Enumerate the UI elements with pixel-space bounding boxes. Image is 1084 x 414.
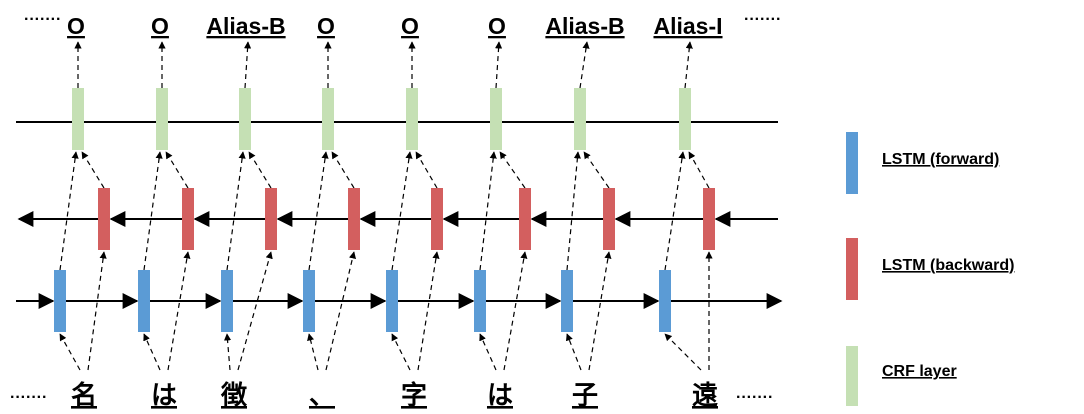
legend: LSTM (forward) LSTM (backward) CRF layer xyxy=(846,132,1014,406)
crf-node-4 xyxy=(406,88,418,150)
output-tag-6: Alias-B xyxy=(545,13,624,39)
input-token-7: 遠 xyxy=(692,381,718,411)
edge-forward-crf-1 xyxy=(143,151,163,271)
edge-backward-crf-1 xyxy=(165,151,189,189)
legend-swatch-forward xyxy=(846,132,858,194)
edge-input-backward-4 xyxy=(417,251,440,371)
connection-edges xyxy=(59,41,713,371)
edge-backward-crf-5 xyxy=(499,151,526,189)
edge-forward-crf-0 xyxy=(59,151,79,271)
lstm-backward-node-3 xyxy=(348,188,360,250)
edge-input-forward-6 xyxy=(565,333,582,371)
edge-crf-output-2 xyxy=(243,41,252,89)
input-token-2: 徴 xyxy=(220,381,248,411)
crf-node-1 xyxy=(156,88,168,150)
lstm-backward-node-0 xyxy=(98,188,110,250)
edge-input-forward-4 xyxy=(391,333,411,371)
input-token-5: は xyxy=(487,381,513,411)
edge-input-forward-2 xyxy=(223,333,232,371)
edge-input-backward-2 xyxy=(237,251,273,371)
lstm-forward-node-5 xyxy=(474,270,486,332)
edge-crf-output-6 xyxy=(579,41,590,89)
ellipsis-bottom-right: ······· xyxy=(736,389,773,406)
edge-input-backward-0 xyxy=(87,251,107,371)
input-token-1: は xyxy=(151,381,177,411)
crf-node-0 xyxy=(72,88,84,150)
lstm-forward-node-1 xyxy=(138,270,150,332)
edge-input-backward-1 xyxy=(167,251,191,371)
edge-input-forward-0 xyxy=(59,333,81,371)
ellipsis-bottom-left: ······· xyxy=(10,389,47,406)
edge-input-backward-3 xyxy=(325,251,357,371)
edge-crf-output-7 xyxy=(684,41,693,89)
edge-backward-crf-6 xyxy=(583,151,610,189)
ellipsis-top-right: ······· xyxy=(744,11,781,28)
input-token-3: 、 xyxy=(309,381,335,411)
cell-nodes xyxy=(54,88,715,332)
lstm-backward-node-1 xyxy=(182,188,194,250)
lstm-forward-node-4 xyxy=(386,270,398,332)
output-tag-2: Alias-B xyxy=(206,13,285,39)
legend-label-forward: LSTM (forward) xyxy=(882,151,999,168)
output-tag-5: O xyxy=(488,13,506,39)
edge-input-forward-3 xyxy=(307,333,319,371)
edge-backward-crf-7 xyxy=(688,151,710,189)
edge-input-backward-6 xyxy=(588,251,612,371)
edge-forward-crf-3 xyxy=(308,151,329,271)
input-token-4: 字 xyxy=(401,380,427,411)
crf-node-3 xyxy=(322,88,334,150)
ellipsis-top-left: ······· xyxy=(24,11,61,28)
input-token-6: 子 xyxy=(572,381,598,411)
input-token-0: 名 xyxy=(71,380,97,411)
lstm-forward-node-6 xyxy=(561,270,573,332)
edge-input-forward-5 xyxy=(479,333,497,371)
output-tag-3: O xyxy=(317,13,335,39)
edge-input-backward-5 xyxy=(503,251,528,371)
token-labels: O O Alias-B O O O Alias-B Alias-I 名 は 徴 、 字 は 子 遠 xyxy=(67,13,722,411)
lstm-forward-node-0 xyxy=(54,270,66,332)
lstm-backward-node-6 xyxy=(603,188,615,250)
legend-label-crf: CRF layer xyxy=(882,363,957,380)
crf-node-2 xyxy=(239,88,251,150)
legend-swatch-backward xyxy=(846,238,858,300)
crf-node-5 xyxy=(490,88,502,150)
edge-forward-crf-5 xyxy=(479,151,497,271)
lstm-backward-node-2 xyxy=(265,188,277,250)
crf-node-7 xyxy=(679,88,691,150)
lstm-backward-node-7 xyxy=(703,188,715,250)
output-tag-4: O xyxy=(401,13,419,39)
output-tag-1: O xyxy=(151,13,169,39)
edge-crf-output-5 xyxy=(494,41,503,89)
legend-label-backward: LSTM (backward) xyxy=(882,257,1014,274)
output-tag-0: O xyxy=(67,13,85,39)
output-tag-7: Alias-I xyxy=(653,13,722,39)
legend-swatch-crf xyxy=(846,346,858,406)
lstm-forward-node-2 xyxy=(221,270,233,332)
lstm-forward-node-3 xyxy=(303,270,315,332)
lstm-forward-node-7 xyxy=(659,270,671,332)
crf-node-6 xyxy=(574,88,586,150)
edge-forward-crf-6 xyxy=(566,151,581,271)
edge-forward-crf-4 xyxy=(391,151,413,271)
edge-backward-crf-2 xyxy=(248,151,272,189)
edge-backward-crf-0 xyxy=(81,151,105,189)
sequence-lines xyxy=(16,121,783,309)
edge-backward-crf-4 xyxy=(415,151,438,189)
edge-backward-crf-3 xyxy=(331,151,355,189)
lstm-backward-node-5 xyxy=(519,188,531,250)
lstm-backward-node-4 xyxy=(431,188,443,250)
edge-forward-crf-2 xyxy=(226,151,246,271)
edge-forward-crf-7 xyxy=(664,151,686,271)
edge-input-forward-1 xyxy=(143,333,161,371)
edge-input-forward-7 xyxy=(664,333,702,371)
